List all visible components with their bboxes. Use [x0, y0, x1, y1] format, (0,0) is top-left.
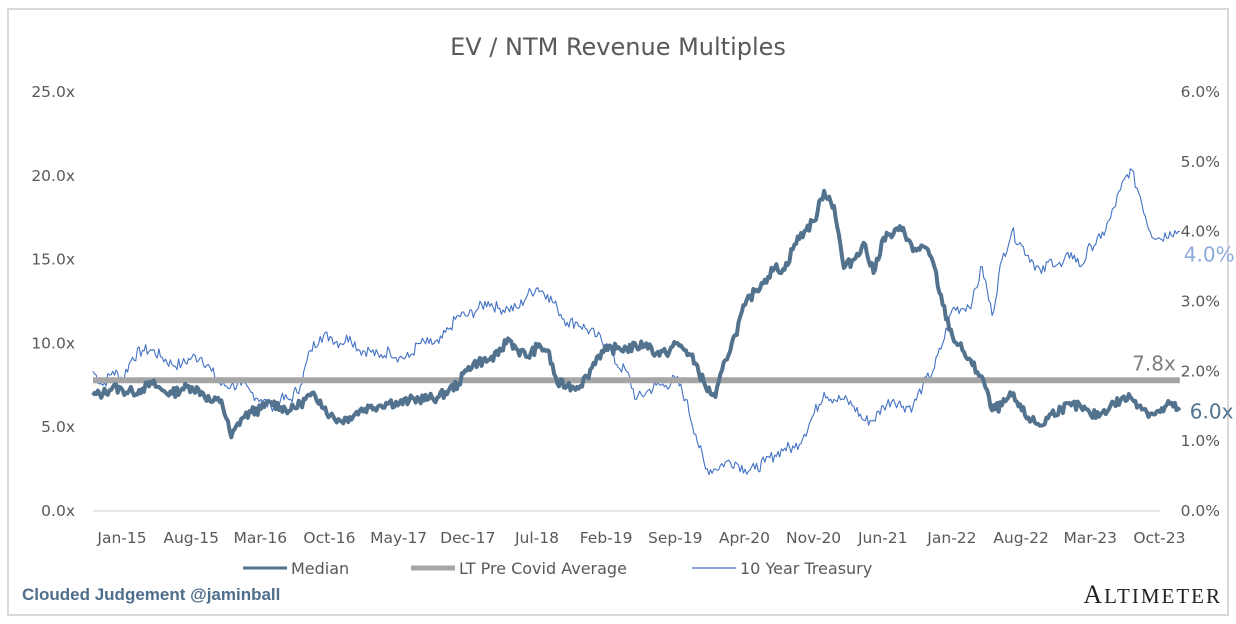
- y-tick-label: 20.0x: [31, 167, 75, 185]
- x-tick-label: Feb-19: [580, 529, 633, 547]
- end-labels: 7.8x 6.0x 4.0%: [1132, 243, 1234, 424]
- x-tick-label: Jun-21: [857, 529, 908, 547]
- y-tick-label: 15.0x: [31, 251, 75, 269]
- legend-label: Median: [291, 559, 349, 578]
- y2-tick-label: 5.0%: [1181, 153, 1220, 171]
- y2-tick-label: 6.0%: [1181, 83, 1220, 101]
- left-axis: 0.0x 5.0x 10.0x 15.0x 20.0x 25.0x: [31, 83, 75, 520]
- y-tick-label: 5.0x: [41, 418, 75, 436]
- x-tick-label: Jan-22: [926, 529, 976, 547]
- treasury-end-label: 4.0%: [1184, 243, 1235, 267]
- series-median: [91, 188, 1182, 440]
- chart-frame: [7, 8, 1229, 616]
- x-tick-label: Oct-23: [1133, 529, 1185, 547]
- legend: Median LT Pre Covid Average 10 Year Treasu…: [243, 559, 872, 578]
- x-tick-label: Mar-16: [234, 529, 288, 547]
- legend-label: LT Pre Covid Average: [459, 559, 627, 578]
- x-tick-label: Aug-22: [993, 529, 1049, 547]
- avg-end-label: 7.8x: [1132, 351, 1176, 375]
- x-tick-label: Jul-18: [514, 529, 559, 547]
- x-tick-label: Sep-19: [648, 529, 703, 547]
- y-tick-label: 10.0x: [31, 334, 75, 352]
- plot-area: [91, 168, 1182, 476]
- y-tick-label: 25.0x: [31, 83, 75, 101]
- x-tick-label: Dec-17: [440, 529, 495, 547]
- legend-item: 10 Year Treasury: [692, 559, 872, 578]
- chart-title: EV / NTM Revenue Multiples: [450, 33, 786, 61]
- credit-text: Clouded Judgement @jaminball: [22, 585, 281, 604]
- series-10-year-treasury: [92, 168, 1180, 476]
- legend-item: LT Pre Covid Average: [411, 559, 627, 578]
- legend-label: 10 Year Treasury: [740, 559, 872, 578]
- y2-tick-label: 2.0%: [1181, 362, 1220, 380]
- x-tick-label: Mar-23: [1063, 529, 1117, 547]
- right-axis: 0.0% 1.0% 2.0% 3.0% 4.0% 5.0% 6.0%: [1181, 83, 1220, 520]
- x-tick-label: Aug-15: [163, 529, 219, 547]
- y-tick-label: 0.0x: [41, 502, 75, 520]
- x-tick-label: Oct-16: [303, 529, 355, 547]
- x-tick-label: May-17: [370, 529, 427, 547]
- y2-tick-label: 3.0%: [1181, 293, 1220, 311]
- legend-item: Median: [243, 559, 349, 578]
- brand-logo: ALTIMETER: [1083, 580, 1222, 609]
- y2-tick-label: 4.0%: [1181, 223, 1220, 241]
- y2-tick-label: 0.0%: [1181, 502, 1220, 520]
- median-end-label: 6.0x: [1190, 399, 1234, 423]
- x-tick-label: Jan-15: [96, 529, 146, 547]
- x-tick-label: Apr-20: [719, 529, 770, 547]
- x-tick-label: Nov-20: [786, 529, 841, 547]
- y2-tick-label: 1.0%: [1181, 432, 1220, 450]
- x-axis: Jan-15 Aug-15 Mar-16 Oct-16 May-17 Dec-17 Jul-…: [96, 529, 1185, 547]
